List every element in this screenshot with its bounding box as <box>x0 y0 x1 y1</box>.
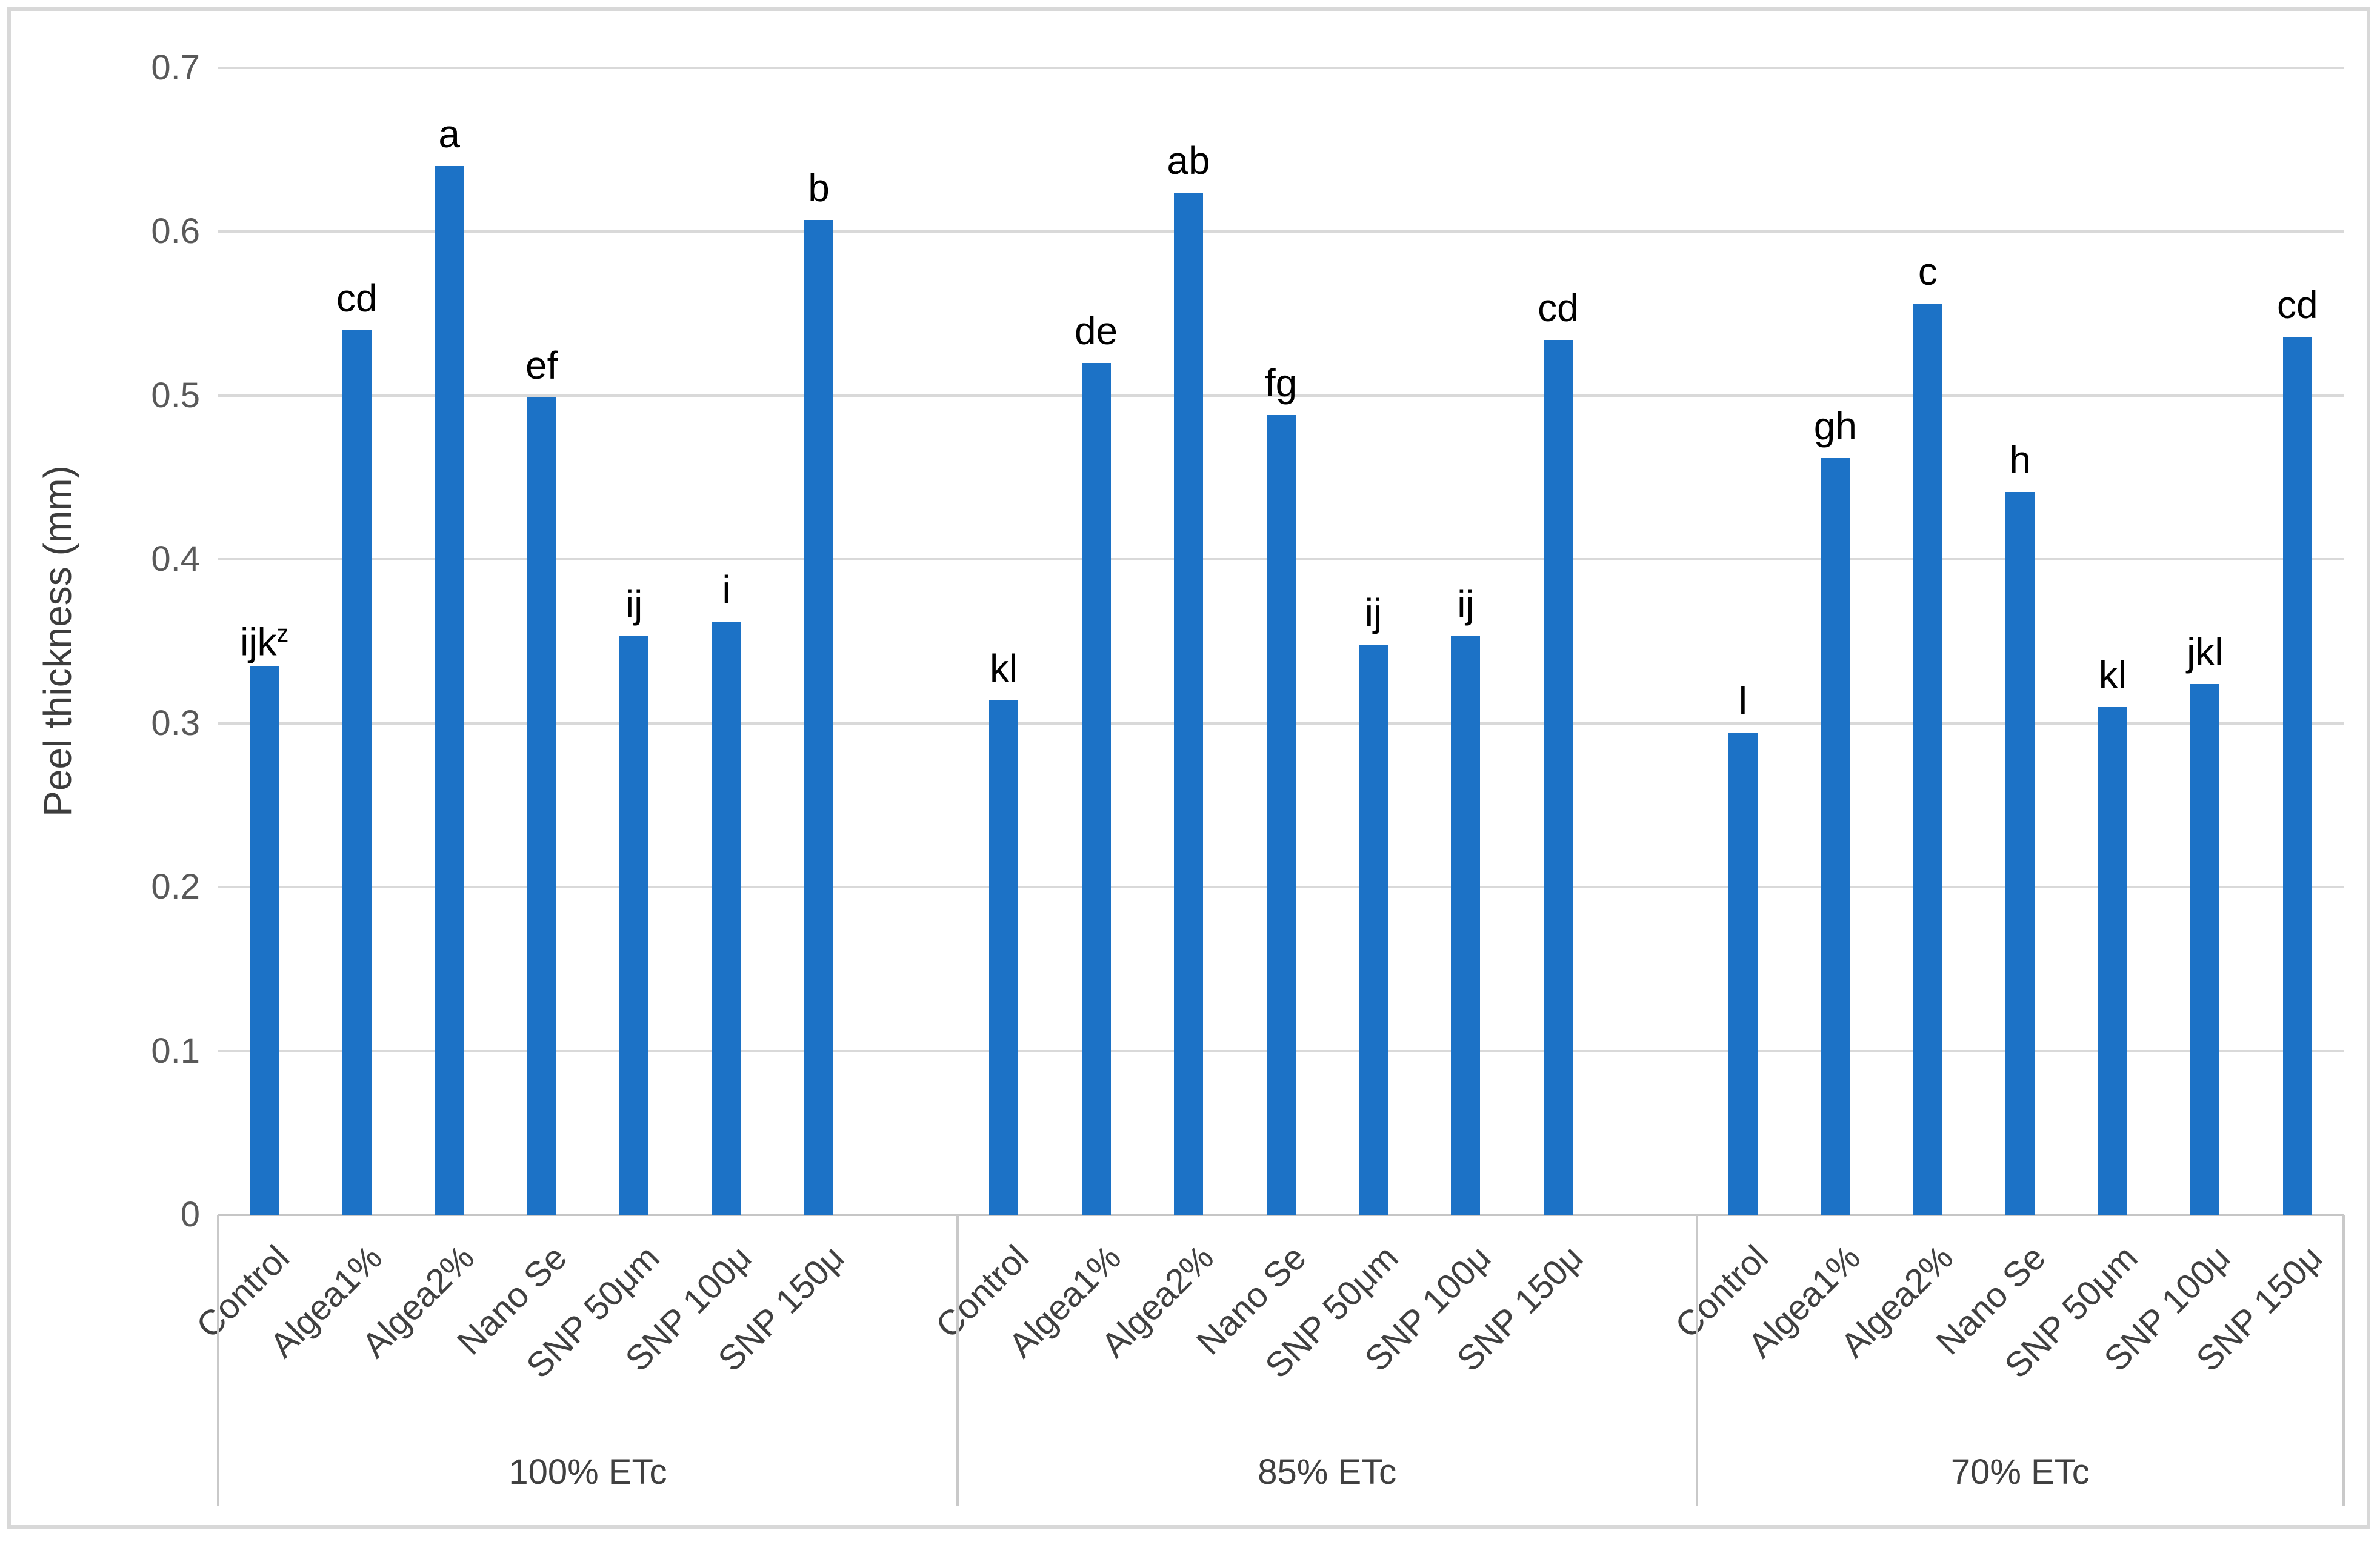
figure-border <box>7 7 2370 1529</box>
significance-letter: gh <box>1813 404 1857 448</box>
y-tick-label: 0.7 <box>151 48 200 87</box>
group-axis-label: 70% ETc <box>1950 1452 2090 1492</box>
group-separator-line <box>1695 1215 1698 1506</box>
significance-letter: jkl <box>2187 630 2224 674</box>
significance-letter: l <box>1738 679 1747 723</box>
bar <box>342 330 372 1215</box>
bar <box>1543 339 1573 1215</box>
significance-letter: cd <box>2276 282 2318 327</box>
y-axis-title: Peel thickness (mm) <box>36 465 79 817</box>
gridline <box>218 230 2344 233</box>
bar <box>2005 492 2035 1215</box>
bar <box>804 220 834 1215</box>
significance-letter: ij <box>1364 590 1382 634</box>
bar <box>2190 683 2220 1215</box>
y-tick-label: 0.4 <box>151 539 200 579</box>
bar <box>250 666 279 1215</box>
x-axis-line <box>218 1214 2344 1216</box>
significance-letter: cd <box>1538 285 1579 330</box>
bar <box>2282 336 2312 1215</box>
y-tick-label: 0.3 <box>151 703 200 743</box>
bar <box>1081 362 1111 1215</box>
bar <box>527 397 556 1215</box>
bar <box>2098 706 2127 1215</box>
bar <box>1358 644 1388 1215</box>
bar <box>1821 457 1850 1215</box>
significance-letter: i <box>722 568 731 612</box>
significance-letter: b <box>808 166 830 210</box>
bar <box>1728 733 1758 1215</box>
group-separator-line <box>956 1215 959 1506</box>
gridline <box>218 67 2344 69</box>
bar <box>1451 636 1481 1215</box>
significance-letter: h <box>2009 438 2032 482</box>
significance-letter: a <box>438 112 460 156</box>
significance-letter: de <box>1074 308 1118 353</box>
significance-letter: ijkz <box>240 620 289 664</box>
significance-letter: ef <box>525 343 558 387</box>
y-tick-label: 0.5 <box>151 375 200 415</box>
significance-letter: ij <box>1457 582 1475 626</box>
gridline <box>218 394 2344 397</box>
group-axis-label: 100% ETc <box>508 1452 667 1492</box>
bar <box>989 700 1019 1215</box>
bar <box>435 166 464 1215</box>
significance-letter: c <box>1918 250 1938 294</box>
significance-letter: kl <box>989 646 1018 690</box>
significance-letter: kl <box>2098 653 2127 697</box>
significance-letter: ab <box>1167 138 1210 182</box>
group-separator-line <box>2342 1215 2345 1506</box>
significance-letter: ij <box>625 582 643 626</box>
bar <box>1174 192 1204 1215</box>
y-tick-label: 0.2 <box>151 867 200 907</box>
significance-letter: fg <box>1264 361 1298 405</box>
group-separator-line <box>217 1215 219 1506</box>
bar <box>712 622 741 1215</box>
y-tick-label: 0.6 <box>151 211 200 251</box>
group-axis-label: 85% ETc <box>1258 1452 1397 1492</box>
bar <box>619 636 649 1215</box>
y-tick-label: 0.1 <box>151 1031 200 1071</box>
bar <box>1266 415 1296 1215</box>
significance-letter: cd <box>336 276 378 320</box>
y-tick-label: 0 <box>180 1195 200 1234</box>
bar <box>1913 304 1942 1215</box>
